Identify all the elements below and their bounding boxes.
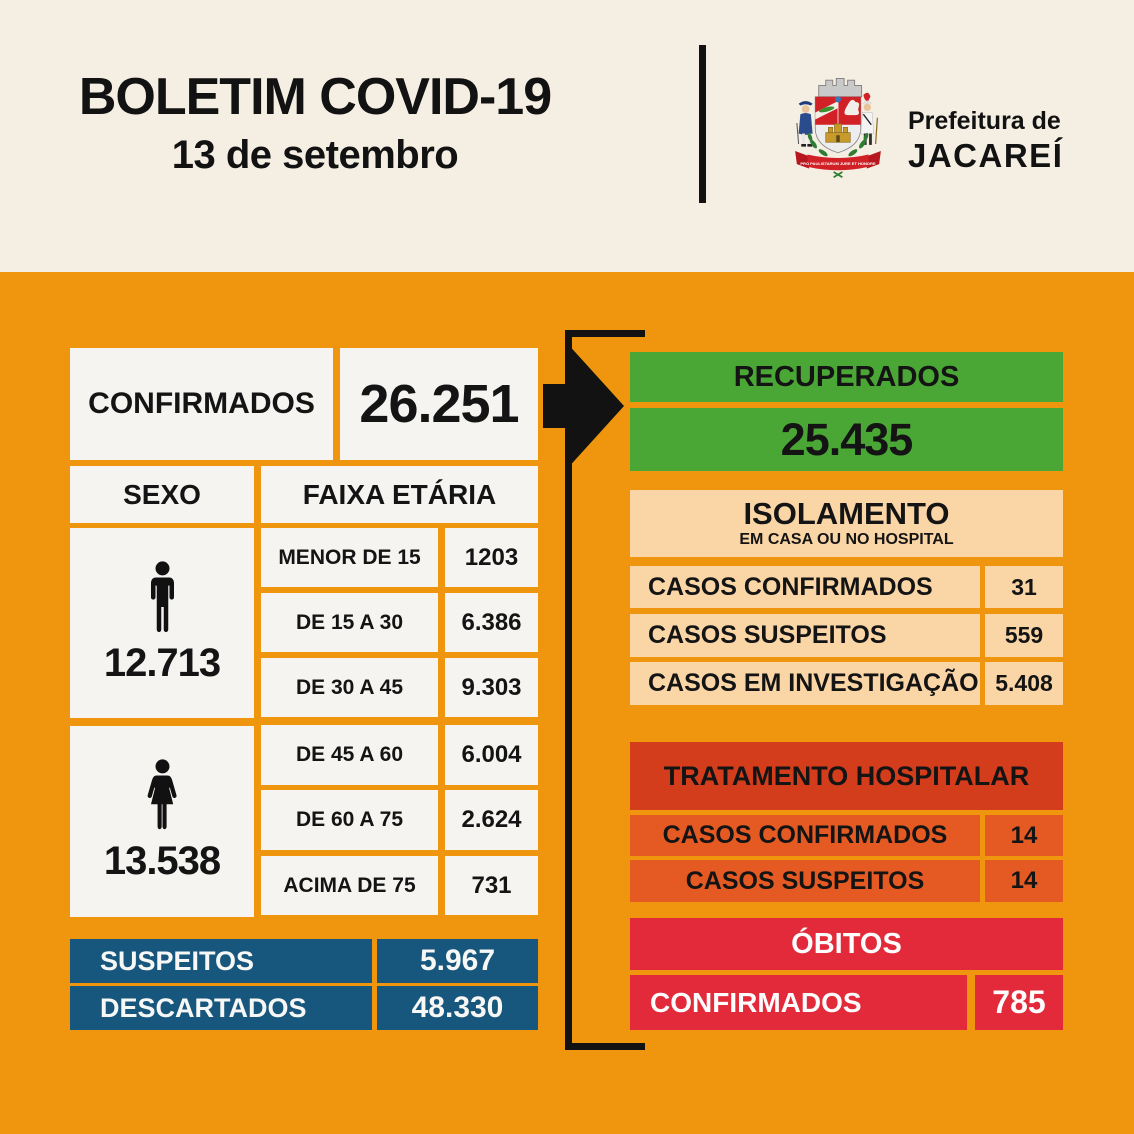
female-count: 13.538	[103, 839, 221, 883]
confirmados-label-box: CONFIRMADOS	[70, 348, 333, 460]
age-value-3: 6.004	[461, 741, 522, 768]
age-row-label: ACIMA DE 75	[261, 856, 438, 915]
age-row-value: 9.303	[445, 658, 538, 717]
bulletin-title: BOLETIM COVID-19	[78, 68, 552, 126]
isolamento-row-value: 559	[985, 614, 1063, 657]
age-row-value: 2.624	[445, 790, 538, 850]
recuperados-label: RECUPERADOS	[733, 360, 960, 393]
recuperados-value-box: 25.435	[630, 408, 1063, 471]
faixa-etaria-header: FAIXA ETÁRIA	[302, 478, 497, 510]
age-value-2: 9.303	[461, 673, 522, 701]
age-row-value: 6.004	[445, 725, 538, 785]
female-person-icon	[147, 759, 177, 830]
tratamento-value-1: 14	[1010, 867, 1038, 894]
obitos-row-value-text: 785	[992, 984, 1046, 1020]
header: BOLETIM COVID-19 13 de setembro	[0, 0, 1134, 272]
isolamento-row-value: 5.408	[985, 662, 1063, 705]
tratamento-row-label: CASOS SUSPEITOS	[630, 860, 980, 902]
recuperados-header-box: RECUPERADOS	[630, 352, 1063, 402]
obitos-row-value: 785	[975, 975, 1063, 1030]
isolamento-header-box: ISOLAMENTO EM CASA OU NO HOSPITAL	[630, 490, 1063, 557]
male-card: 12.713	[70, 528, 254, 718]
tratamento-row-label: CASOS CONFIRMADOS	[630, 815, 980, 856]
title-block: BOLETIM COVID-19 13 de setembro	[40, 70, 590, 178]
age-row-label: DE 60 A 75	[261, 790, 438, 850]
age-row-value: 1203	[445, 528, 538, 587]
isolamento-title: ISOLAMENTO	[743, 496, 950, 531]
suspeitos-value-box: 5.967	[377, 939, 538, 983]
isolamento-label-2: CASOS EM INVESTIGAÇÃO	[648, 669, 979, 697]
suspeitos-label: SUSPEITOS	[100, 945, 255, 976]
age-label-0: MENOR DE 15	[278, 545, 421, 569]
tratamento-header-box: TRATAMENTO HOSPITALAR	[630, 742, 1063, 810]
org-name-prefix: Prefeitura de	[908, 107, 1061, 135]
obitos-row-label-text: CONFIRMADOS	[650, 986, 862, 1018]
isolamento-label-1: CASOS SUSPEITOS	[648, 621, 887, 649]
descartados-label-box: DESCARTADOS	[70, 986, 372, 1030]
sexo-header-box: SEXO	[70, 466, 254, 523]
crest-ribbon: PRO PAULISTARUM JURE ET HONORE	[795, 151, 881, 179]
male-count: 12.713	[103, 640, 221, 685]
obitos-row-label: CONFIRMADOS	[630, 975, 967, 1030]
isolamento-row-value: 31	[985, 566, 1063, 608]
age-label-3: DE 45 A 60	[296, 743, 403, 766]
isolamento-value-1: 559	[1004, 622, 1044, 648]
suspeitos-value: 5.967	[419, 944, 496, 977]
org-name: Prefeitura de JACAREÍ	[908, 107, 1064, 174]
obitos-title: ÓBITOS	[791, 927, 902, 960]
bracket-vertical-line	[565, 330, 572, 1050]
org-name-city: JACAREÍ	[908, 136, 1064, 174]
bracket-bottom-arm	[565, 1043, 645, 1050]
age-label-5: ACIMA DE 75	[283, 873, 416, 897]
confirmados-value-box: 26.251	[340, 348, 538, 460]
sexo-header: SEXO	[123, 478, 201, 510]
age-label-4: DE 60 A 75	[296, 808, 403, 831]
city-crest-icon: PRO PAULISTARUM JURE ET HONORE	[795, 77, 881, 179]
isolamento-row-label: CASOS EM INVESTIGAÇÃO	[630, 662, 980, 705]
isolamento-value-0: 31	[1011, 573, 1037, 600]
arrow-right-icon	[543, 342, 624, 470]
age-row-label: DE 30 A 45	[261, 658, 438, 717]
age-value-5: 731	[471, 871, 512, 899]
bulletin-date: 13 de setembro	[171, 132, 459, 177]
crest-laurels	[807, 132, 869, 157]
faixa-etaria-header-box: FAIXA ETÁRIA	[261, 466, 538, 523]
tratamento-row-value: 14	[985, 860, 1063, 902]
descartados-label: DESCARTADOS	[100, 992, 307, 1023]
isolamento-value-2: 5.408	[995, 670, 1053, 696]
age-value-1: 6.386	[461, 608, 522, 636]
suspeitos-label-box: SUSPEITOS	[70, 939, 372, 983]
age-row-value: 731	[445, 856, 538, 915]
recuperados-value: 25.435	[780, 413, 914, 465]
obitos-header-box: ÓBITOS	[630, 918, 1063, 970]
bracket-top-arm	[565, 330, 645, 337]
age-row-label: MENOR DE 15	[261, 528, 438, 587]
male-person-icon	[150, 560, 174, 632]
age-label-1: DE 15 A 30	[296, 610, 403, 634]
isolamento-subtitle: EM CASA OU NO HOSPITAL	[739, 531, 954, 548]
isolamento-label-0: CASOS CONFIRMADOS	[648, 572, 933, 601]
tratamento-value-0: 14	[1010, 821, 1038, 849]
age-label-2: DE 30 A 45	[296, 675, 403, 699]
descartados-value-box: 48.330	[377, 986, 538, 1030]
tratamento-label-1: CASOS SUSPEITOS	[685, 866, 925, 895]
tratamento-label-0: CASOS CONFIRMADOS	[662, 821, 948, 849]
age-row-value: 6.386	[445, 593, 538, 652]
age-value-4: 2.624	[461, 806, 522, 833]
female-card: 13.538	[70, 726, 254, 917]
confirmados-label: CONFIRMADOS	[88, 387, 315, 420]
header-divider	[699, 45, 706, 203]
confirmados-value: 26.251	[359, 374, 519, 434]
tratamento-row-value: 14	[985, 815, 1063, 856]
tratamento-title: TRATAMENTO HOSPITALAR	[663, 760, 1030, 791]
age-row-label: DE 45 A 60	[261, 725, 438, 785]
age-value-0: 1203	[464, 543, 519, 571]
age-row-label: DE 15 A 30	[261, 593, 438, 652]
isolamento-row-label: CASOS SUSPEITOS	[630, 614, 980, 657]
crest-motto: PRO PAULISTARUM JURE ET HONORE	[800, 161, 876, 166]
descartados-value: 48.330	[411, 991, 504, 1024]
isolamento-row-label: CASOS CONFIRMADOS	[630, 566, 980, 608]
crest-right-supporter	[860, 92, 878, 145]
